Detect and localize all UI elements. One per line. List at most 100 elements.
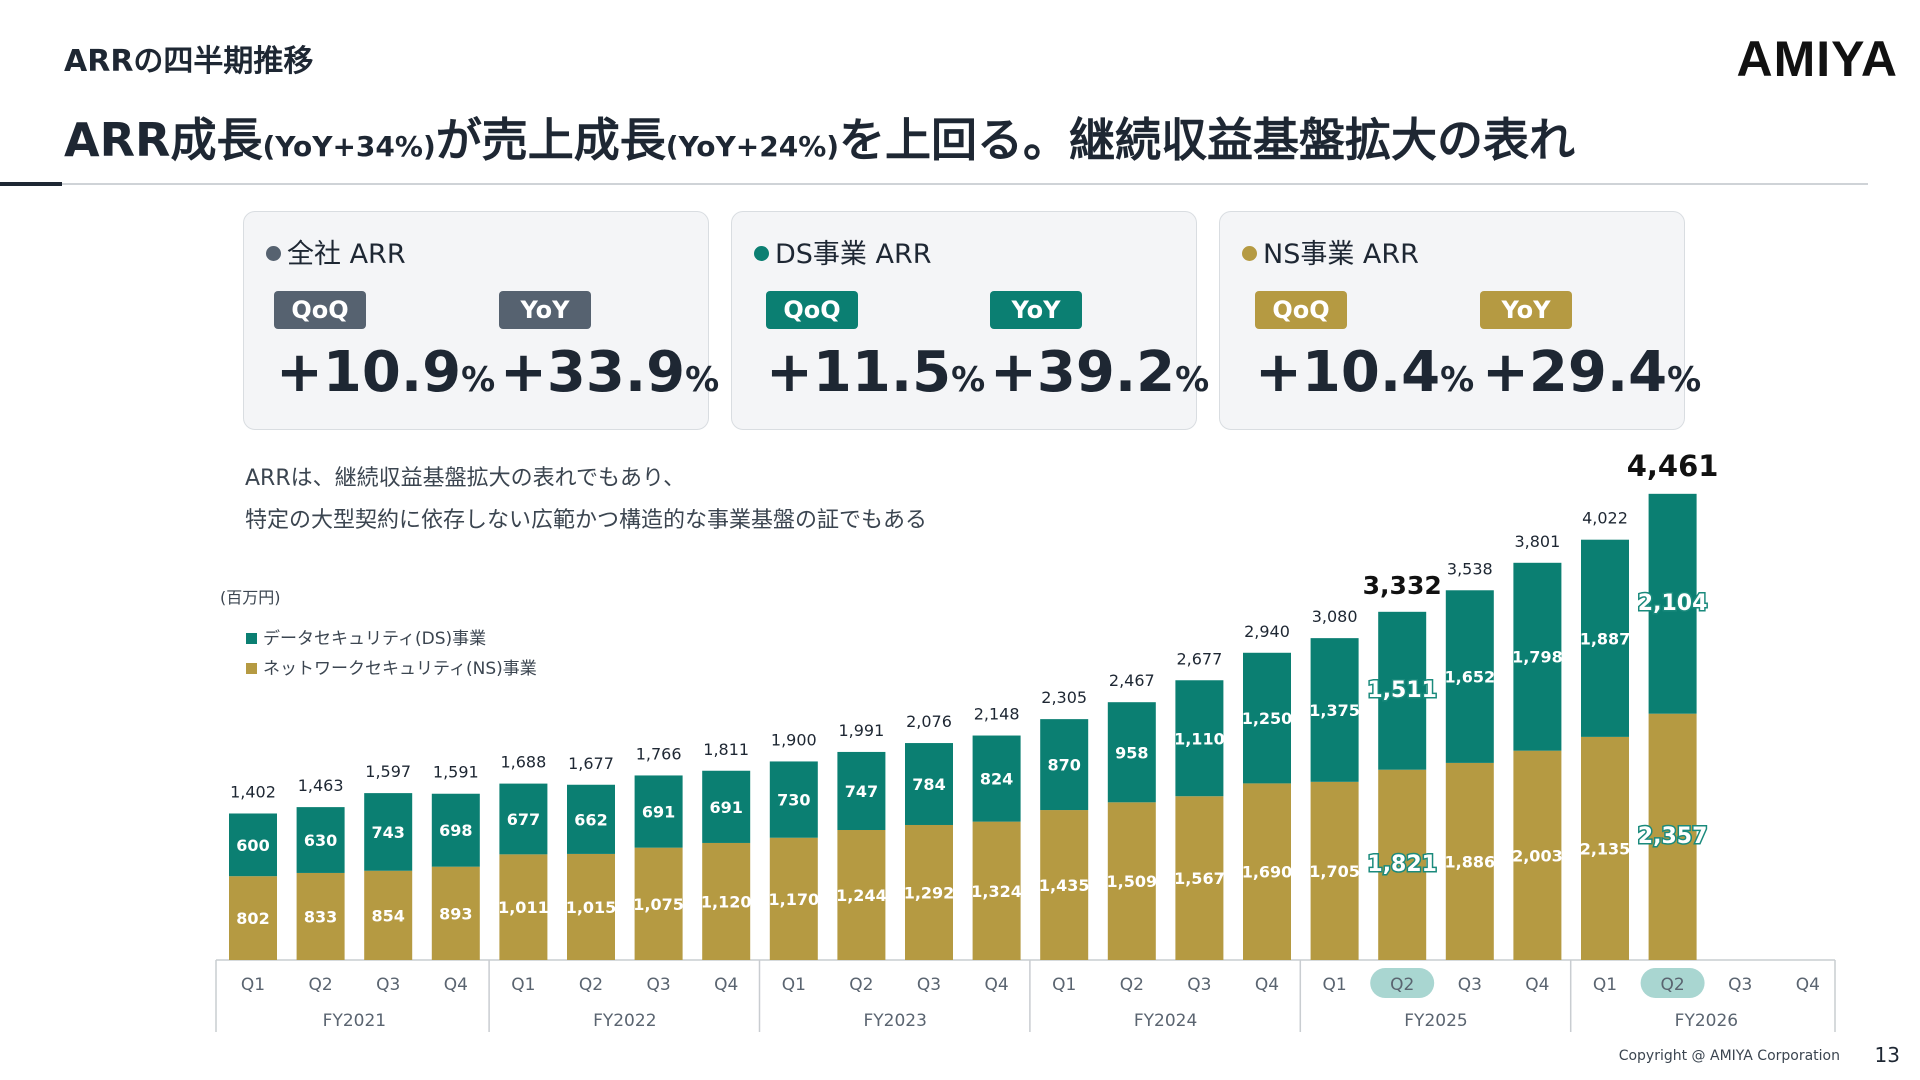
bar-total-label: 2,467 bbox=[1109, 671, 1155, 690]
x-tick-label: Q4 bbox=[444, 975, 468, 995]
qoq-number: +11.5 bbox=[766, 340, 952, 405]
bar-ns bbox=[972, 821, 1021, 960]
bar-label-ds: 747 bbox=[845, 782, 878, 801]
kpi-title: DS事業 ARR bbox=[754, 232, 932, 271]
x-tick-label: Q2 bbox=[308, 975, 332, 995]
qoq-value: +10.9% bbox=[276, 340, 495, 405]
qoq-badge: QoQ bbox=[1255, 291, 1347, 329]
bar-total-label: 2,148 bbox=[974, 705, 1020, 724]
yoy-number: +29.4 bbox=[1482, 340, 1668, 405]
bar-ns bbox=[905, 824, 953, 960]
copyright: Copyright @ AMIYA Corporation bbox=[1618, 1048, 1840, 1064]
x-tick-label: Q1 bbox=[782, 975, 806, 995]
legend-item-ds: データセキュリティ(DS)事業 bbox=[246, 624, 486, 649]
fy-label: FY2022 bbox=[593, 1011, 656, 1031]
chart-note-line: 特定の大型契約に依存しない広範かつ構造的な事業基盤の証でもある bbox=[245, 508, 928, 533]
qoq-value: +11.5% bbox=[766, 340, 985, 405]
bar-label-ns: 854 bbox=[371, 906, 404, 925]
header-divider bbox=[0, 183, 1868, 185]
bar-total-label: 1,591 bbox=[433, 763, 479, 782]
bar-ds bbox=[229, 813, 277, 877]
bar-ns bbox=[837, 830, 886, 960]
kpi-card-total: 全社 ARR QoQ YoY +10.9% +33.9% bbox=[243, 211, 719, 430]
x-tick-label: Q3 bbox=[646, 975, 670, 995]
kpi-title-text: DS事業 ARR bbox=[775, 239, 932, 270]
bar-label-ds: 1,798 bbox=[1512, 648, 1563, 667]
bar-ds bbox=[1648, 493, 1697, 714]
bar-label-ds: 691 bbox=[642, 803, 675, 822]
qoq-value: +10.4% bbox=[1255, 340, 1474, 405]
bar-ds bbox=[364, 793, 413, 871]
bar-ds bbox=[1040, 719, 1089, 811]
bar-label-ns: 1,435 bbox=[1039, 876, 1090, 895]
bar-label-ds: 1,375 bbox=[1309, 701, 1360, 720]
x-tick-label: Q3 bbox=[1187, 975, 1211, 995]
bar-total-label: 1,688 bbox=[500, 753, 546, 772]
bar-total-label: 2,305 bbox=[1041, 688, 1087, 707]
header-divider-accent bbox=[0, 182, 62, 186]
qoq-badge: QoQ bbox=[766, 291, 858, 329]
x-tick-label: Q1 bbox=[1052, 975, 1076, 995]
legend-swatch bbox=[246, 633, 257, 644]
yoy-value: +29.4% bbox=[1482, 340, 1701, 405]
bar-ds bbox=[972, 735, 1021, 822]
x-tick-label: Q2 bbox=[1660, 975, 1684, 995]
bar-label-ds: 630 bbox=[304, 831, 337, 850]
bar-ns bbox=[296, 872, 345, 960]
bar-label-ns: 1,886 bbox=[1444, 852, 1495, 871]
bar-ds bbox=[905, 743, 953, 825]
bar-ds bbox=[1378, 611, 1427, 770]
bar-ds bbox=[567, 784, 615, 854]
bar-total-label: 1,991 bbox=[838, 721, 884, 740]
yoy-badge: YoY bbox=[499, 291, 591, 329]
kpi-title-text: 全社 ARR bbox=[287, 239, 406, 270]
bar-label-ns: 833 bbox=[304, 907, 337, 926]
bar-label-ns: 1,509 bbox=[1106, 872, 1157, 891]
bar-label-ns: 1,324 bbox=[971, 882, 1022, 901]
bar-ds bbox=[1513, 562, 1562, 751]
headline-part: (YoY+24%) bbox=[665, 130, 840, 163]
bar-label-ns: 893 bbox=[439, 904, 472, 923]
x-tick-label: Q2 bbox=[579, 975, 603, 995]
bar-label-ns: 2,003 bbox=[1512, 846, 1563, 865]
bar-label-ns: 802 bbox=[236, 909, 269, 928]
bar-total-label: 1,811 bbox=[703, 740, 749, 759]
kpi-card-ds: DS事業 ARR QoQ YoY +11.5% +39.2% bbox=[731, 211, 1209, 430]
bar-label-ns: 1,011 bbox=[498, 898, 549, 917]
bar-label-ds: 677 bbox=[507, 810, 540, 829]
bar-ds bbox=[837, 751, 886, 831]
bar-ds bbox=[1445, 590, 1494, 763]
bar-ns bbox=[1513, 750, 1562, 960]
bar-ds bbox=[431, 793, 480, 867]
bar-ds bbox=[769, 761, 818, 838]
x-tick-label: Q4 bbox=[714, 975, 738, 995]
section-label: ARRの四半期推移 bbox=[64, 44, 314, 79]
headline-part: ARR成長 bbox=[64, 113, 263, 167]
fy-label: FY2021 bbox=[323, 1011, 386, 1031]
qoq-badge: QoQ bbox=[274, 291, 366, 329]
bar-label-ns: 1,567 bbox=[1174, 869, 1225, 888]
fy-label: FY2024 bbox=[1134, 1011, 1197, 1031]
bar-total-label: 4,022 bbox=[1582, 509, 1628, 528]
x-tick-label: Q4 bbox=[1796, 975, 1820, 995]
fy-label: FY2025 bbox=[1404, 1011, 1467, 1031]
bar-ns bbox=[1175, 796, 1224, 960]
x-tick-label: Q1 bbox=[1322, 975, 1346, 995]
bar-total-label: 1,463 bbox=[298, 776, 344, 795]
bar-label-ns: 1,821 bbox=[1367, 852, 1437, 877]
kpi-dot-icon bbox=[754, 246, 769, 261]
yoy-number: +33.9 bbox=[500, 340, 686, 405]
bar-label-ds: 730 bbox=[777, 791, 810, 810]
bar-ns bbox=[769, 837, 818, 960]
bar-total-label: 3,080 bbox=[1312, 607, 1358, 626]
bar-ns bbox=[1243, 783, 1291, 960]
legend-label: ネットワークセキュリティ(NS)事業 bbox=[263, 659, 537, 679]
bar-ns bbox=[229, 876, 277, 960]
x-tick-label: Q2 bbox=[1390, 975, 1414, 995]
highlight-pill bbox=[1370, 968, 1435, 998]
bar-label-ns: 1,075 bbox=[633, 895, 684, 914]
chart-note-line: ARRは、継続収益基盤拡大の表れでもあり、 bbox=[245, 466, 686, 491]
bar-label-ns: 1,705 bbox=[1309, 862, 1360, 881]
kpi-card-ns: NS事業 ARR QoQ YoY +10.4% +29.4% bbox=[1219, 211, 1701, 430]
bar-ns bbox=[1378, 769, 1427, 960]
